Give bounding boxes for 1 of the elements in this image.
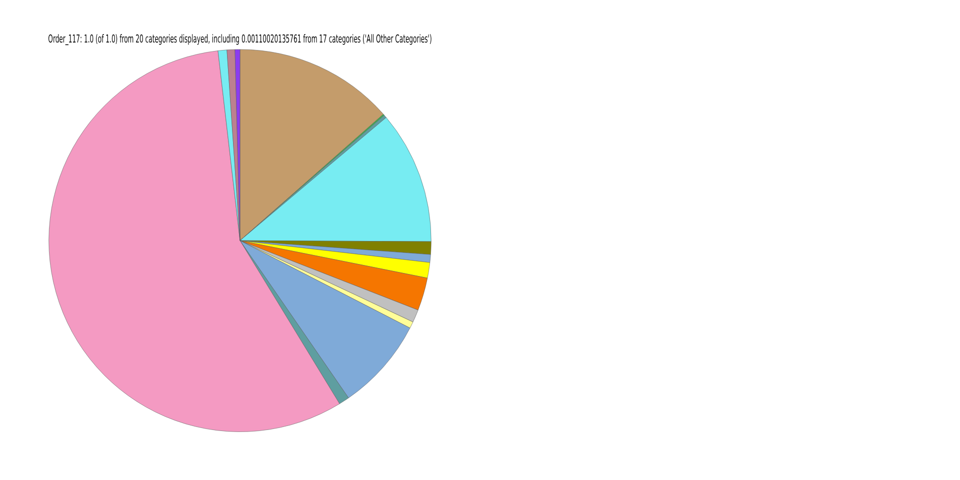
chart-title: Order_117: 1.0 (of 1.0) from 20 categories displayed, including 0.00110020135761 from 17 categories ('All Other Categories') [48, 34, 432, 46]
